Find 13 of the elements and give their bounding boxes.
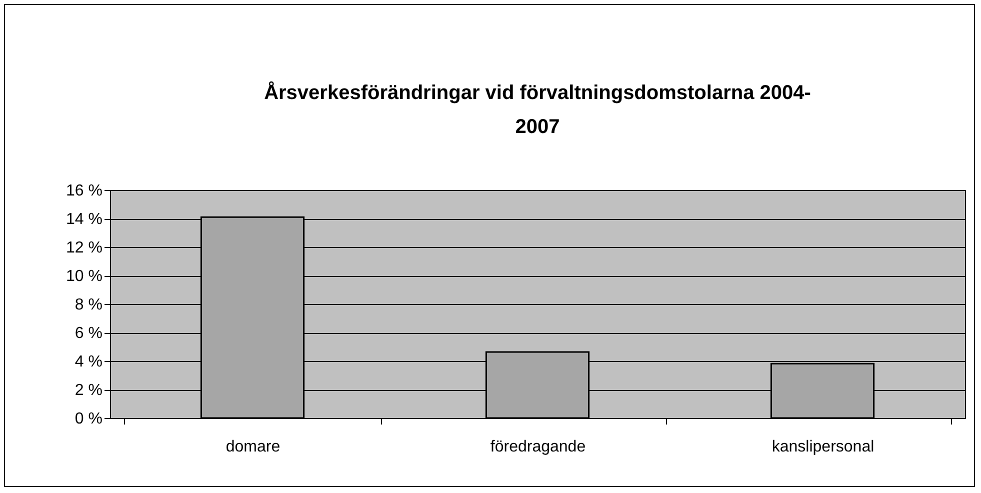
x-tick-label: föredragande [490,438,586,456]
x-tick-label: domare [226,438,280,456]
chart-title: Årsverkesförändringar vid förvaltningsdomstolarna 2004-2007 [264,81,811,138]
y-tick-label: 6 % [74,325,102,342]
y-tick-label: 8 % [74,296,102,314]
x-tick-label: kanslipersonal [772,438,874,456]
y-tick-label: 16 % [66,182,102,200]
y-tick-label: 10 % [66,268,102,285]
y-tick-label: 14 % [66,211,102,228]
y-tick-label: 2 % [74,382,102,399]
y-tick-label: 4 % [74,354,102,370]
y-tick-label: 0 % [74,410,102,428]
y-tick-label: 12 % [66,240,102,256]
